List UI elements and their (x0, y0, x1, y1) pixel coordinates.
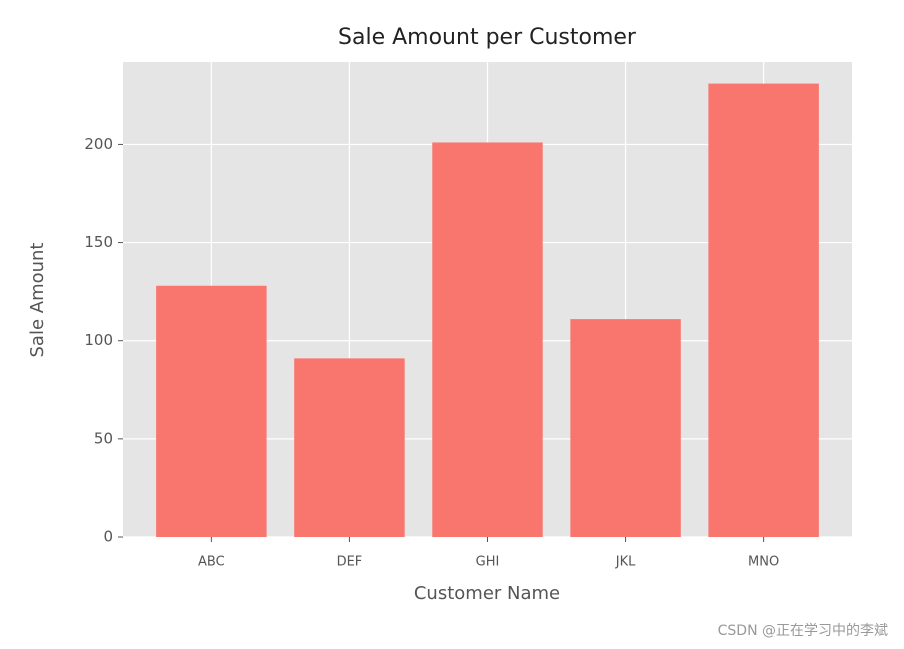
bar (570, 319, 681, 537)
y-tick-label: 50 (94, 429, 113, 447)
x-tick-label: GHI (476, 555, 500, 570)
x-tick-label: JKL (615, 555, 636, 570)
x-tick-label: ABC (198, 555, 225, 570)
y-tick-label: 100 (84, 331, 113, 349)
chart-title: Sale Amount per Customer (338, 25, 637, 50)
y-tick-label: 0 (103, 528, 113, 546)
y-tick-label: 150 (84, 233, 113, 251)
bar (294, 358, 405, 537)
x-axis-label: Customer Name (414, 583, 560, 604)
y-tick-label: 200 (84, 135, 113, 153)
bar (156, 285, 267, 537)
bar (708, 83, 819, 537)
x-tick-label: MNO (748, 555, 779, 570)
x-tick-label: DEF (337, 555, 363, 570)
y-axis-label: Sale Amount (27, 243, 48, 358)
watermark: CSDN @正在学习中的李斌 (718, 623, 888, 639)
bar (432, 142, 543, 537)
